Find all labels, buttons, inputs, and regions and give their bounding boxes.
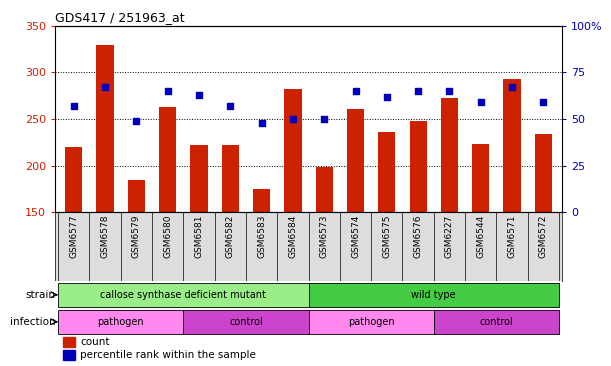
Point xyxy=(382,94,392,100)
Bar xyxy=(128,180,145,212)
Text: GSM6579: GSM6579 xyxy=(132,214,141,258)
Text: GSM6572: GSM6572 xyxy=(539,214,548,258)
Text: GSM6583: GSM6583 xyxy=(257,214,266,258)
Text: GSM6582: GSM6582 xyxy=(226,214,235,258)
Bar xyxy=(159,107,177,212)
Text: infection: infection xyxy=(10,317,56,327)
Text: control: control xyxy=(229,317,263,327)
Bar xyxy=(183,310,309,334)
Text: GSM6577: GSM6577 xyxy=(69,214,78,258)
Text: pathogen: pathogen xyxy=(97,317,144,327)
Text: percentile rank within the sample: percentile rank within the sample xyxy=(81,350,256,360)
Bar xyxy=(441,98,458,212)
Text: callose synthase deficient mutant: callose synthase deficient mutant xyxy=(100,290,266,300)
Bar xyxy=(58,283,309,307)
Bar xyxy=(472,144,489,212)
Bar xyxy=(347,109,364,212)
Bar xyxy=(503,79,521,212)
Bar xyxy=(253,189,270,212)
Text: GSM6581: GSM6581 xyxy=(194,214,203,258)
Point xyxy=(69,103,79,109)
Bar xyxy=(535,134,552,212)
Text: GSM6544: GSM6544 xyxy=(476,214,485,258)
Text: wild type: wild type xyxy=(411,290,456,300)
Bar xyxy=(97,45,114,212)
Text: GSM6571: GSM6571 xyxy=(508,214,516,258)
Point xyxy=(320,116,329,122)
Text: control: control xyxy=(480,317,513,327)
Point xyxy=(163,88,172,94)
Text: GSM6574: GSM6574 xyxy=(351,214,360,258)
Text: GSM6578: GSM6578 xyxy=(101,214,109,258)
Text: GSM6575: GSM6575 xyxy=(382,214,391,258)
Bar xyxy=(284,89,301,212)
Point xyxy=(351,88,360,94)
Bar xyxy=(309,283,559,307)
Bar xyxy=(222,145,239,212)
Text: GSM6576: GSM6576 xyxy=(414,214,423,258)
Bar xyxy=(309,310,434,334)
Bar xyxy=(378,132,395,212)
Point xyxy=(288,116,298,122)
Point xyxy=(445,88,455,94)
Bar xyxy=(65,147,82,212)
Text: GSM6584: GSM6584 xyxy=(288,214,298,258)
Point xyxy=(476,99,486,105)
Point xyxy=(507,84,517,90)
Text: GSM6573: GSM6573 xyxy=(320,214,329,258)
Bar xyxy=(58,310,183,334)
Point xyxy=(413,88,423,94)
Point xyxy=(131,118,141,124)
Text: GSM6227: GSM6227 xyxy=(445,214,454,258)
Bar xyxy=(316,167,333,212)
Bar xyxy=(62,350,75,360)
Bar xyxy=(62,337,75,347)
Bar xyxy=(434,310,559,334)
Point xyxy=(100,84,110,90)
Point xyxy=(194,92,204,98)
Text: GSM6580: GSM6580 xyxy=(163,214,172,258)
Text: count: count xyxy=(81,337,110,347)
Bar xyxy=(409,121,426,212)
Text: pathogen: pathogen xyxy=(348,317,395,327)
Text: strain: strain xyxy=(26,290,56,300)
Point xyxy=(257,120,266,126)
Point xyxy=(538,99,548,105)
Point xyxy=(225,103,235,109)
Bar xyxy=(191,145,208,212)
Text: GDS417 / 251963_at: GDS417 / 251963_at xyxy=(55,11,185,25)
